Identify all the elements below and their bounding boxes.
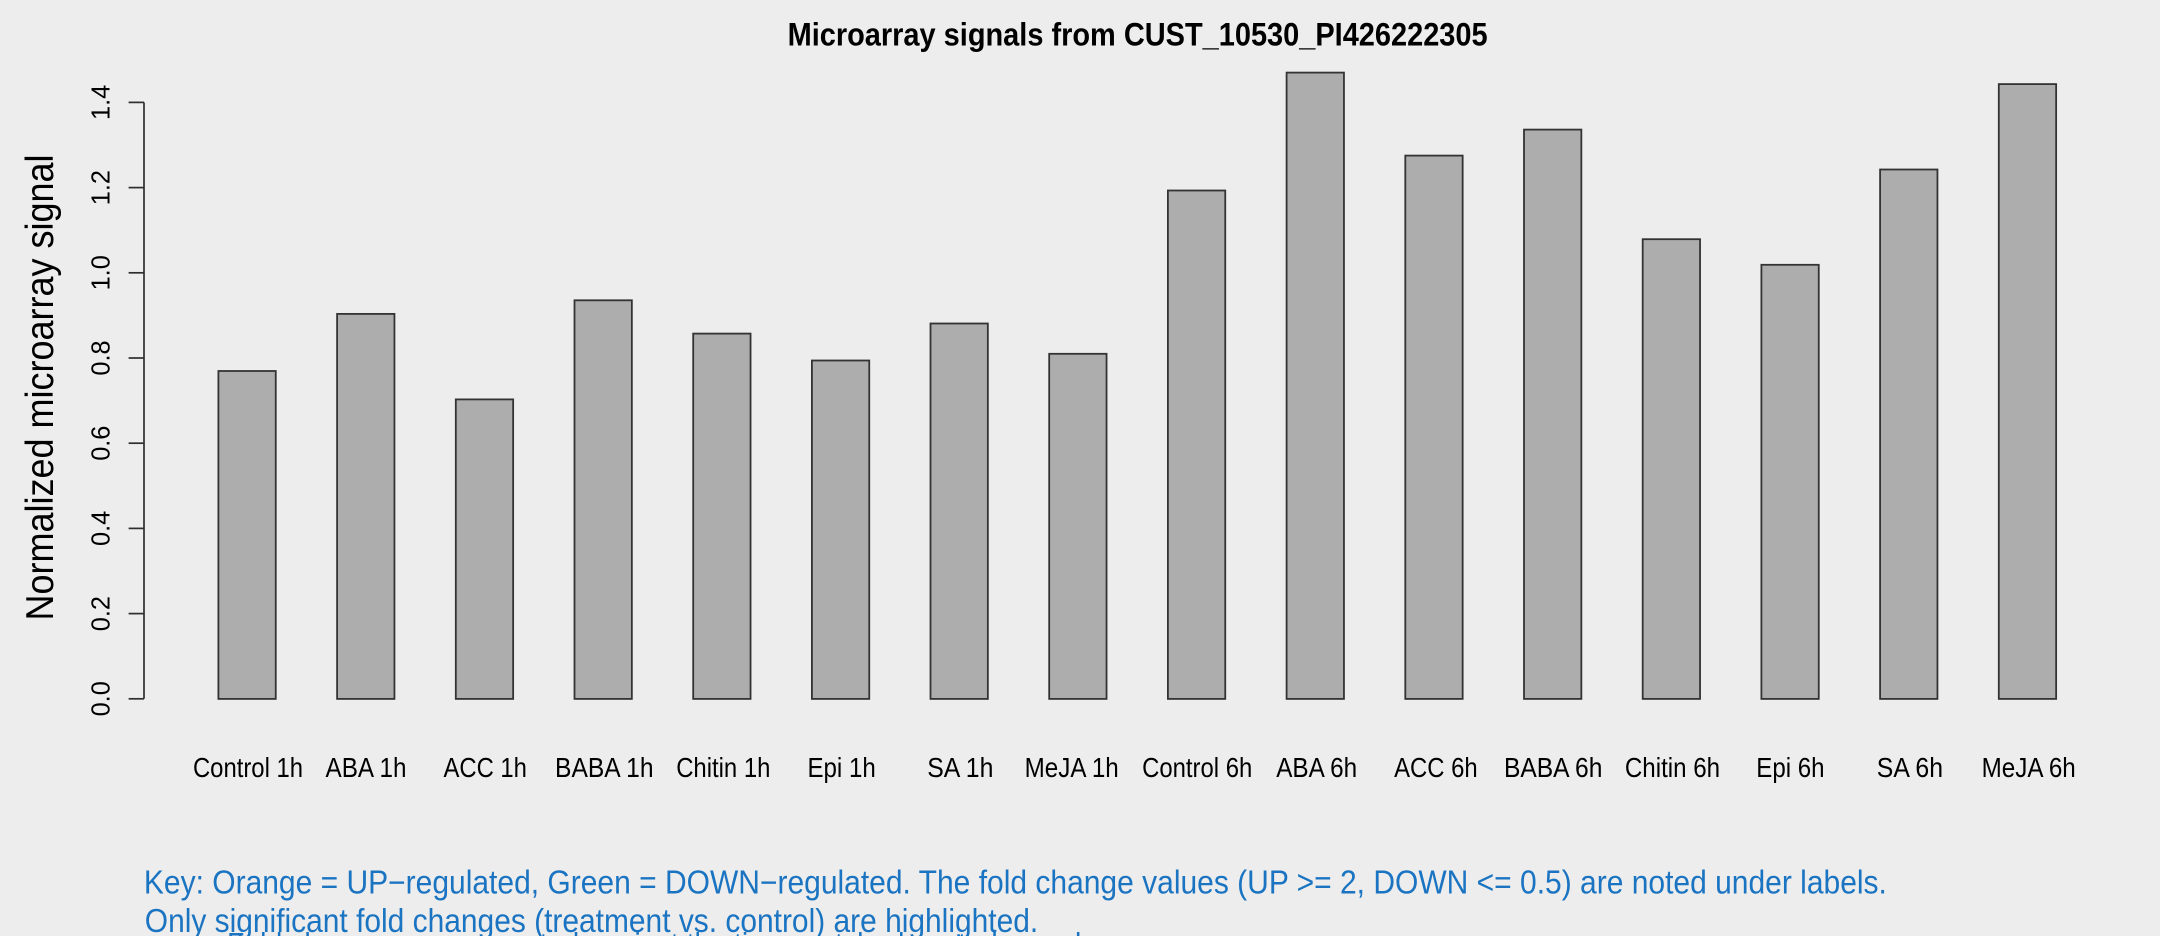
svg-text:Fold changes are computed agai: Fold changes are computed against the ti… (227, 926, 1105, 936)
svg-text:0.4: 0.4 (86, 511, 116, 546)
svg-text:Chitin 6h: Chitin 6h (1625, 752, 1720, 783)
svg-text:Chitin 1h: Chitin 1h (676, 752, 770, 783)
svg-text:Key: Orange = UP−regulated, Gr: Key: Orange = UP−regulated, Green = DOWN… (144, 864, 1887, 901)
svg-text:BABA 6h: BABA 6h (1504, 752, 1603, 783)
svg-text:Epi 1h: Epi 1h (807, 752, 875, 783)
svg-text:BABA 1h: BABA 1h (555, 752, 654, 783)
svg-text:MeJA 6h: MeJA 6h (1982, 752, 2076, 783)
svg-text:SA 6h: SA 6h (1877, 752, 1943, 783)
svg-text:Epi 6h: Epi 6h (1756, 752, 1824, 783)
svg-text:Control 1h: Control 1h (193, 752, 303, 783)
svg-text:Normalized microarray signal: Normalized microarray signal (19, 154, 62, 620)
svg-text:ACC 6h: ACC 6h (1394, 752, 1478, 783)
svg-text:Only significant fold changes: Only significant fold changes (treatment… (145, 902, 1038, 936)
svg-text:0.0: 0.0 (86, 681, 116, 716)
svg-text:1.4: 1.4 (86, 85, 116, 120)
svg-text:1.0: 1.0 (86, 255, 116, 290)
svg-text:ABA 1h: ABA 1h (326, 752, 407, 783)
svg-text:0.6: 0.6 (86, 426, 116, 461)
svg-text:SA 1h: SA 1h (927, 752, 993, 783)
svg-text:MeJA 1h: MeJA 1h (1025, 752, 1119, 783)
svg-text:0.2: 0.2 (86, 596, 116, 631)
svg-text:1.2: 1.2 (86, 170, 116, 205)
svg-text:0.8: 0.8 (86, 340, 116, 375)
svg-text:Control 6h: Control 6h (1142, 752, 1252, 783)
svg-text:ABA 6h: ABA 6h (1276, 752, 1357, 783)
svg-text:Microarray signals from CUST_1: Microarray signals from CUST_10530_PI426… (788, 17, 1488, 53)
svg-text:ACC 1h: ACC 1h (443, 752, 527, 783)
